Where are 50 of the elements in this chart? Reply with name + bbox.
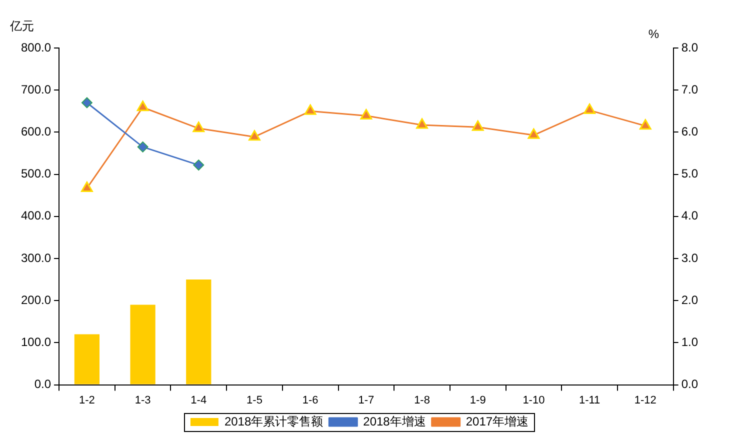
y2-tick-label: 1.0: [681, 335, 698, 350]
point: [304, 104, 316, 115]
y2-axis-title: %: [648, 27, 660, 41]
y-tick-label: 600.0: [21, 124, 52, 139]
y2-tick-label: 5.0: [681, 166, 698, 181]
point: [360, 109, 372, 120]
point: [639, 119, 652, 130]
y-tick-label: 0.0: [34, 377, 52, 392]
y-tick-label: 300.0: [21, 250, 52, 265]
bar: [186, 280, 212, 384]
y-tick-label: 400.0: [21, 208, 52, 223]
bar: [130, 304, 156, 384]
x-tick-label: 1-10: [522, 394, 545, 406]
point: [472, 120, 484, 131]
x-tick-label: 1-8: [414, 394, 430, 406]
x-tick-label: 1-4: [190, 394, 207, 406]
y2-tick-label: 6.0: [681, 124, 698, 139]
y2-tick-label: 8.0: [681, 40, 698, 54]
y2-tick-label: 0.0: [681, 377, 698, 392]
y2-tick-label: 7.0: [681, 82, 698, 96]
bar: [74, 334, 100, 384]
y2-tick-label: 2.0: [681, 292, 698, 307]
y-tick-label: 800.0: [21, 40, 52, 54]
point: [248, 130, 260, 141]
point: [528, 128, 540, 139]
y-axis-title: 亿元: [9, 19, 34, 33]
y-tick-label: 200.0: [21, 292, 52, 307]
y2-tick-label: 4.0: [681, 208, 698, 223]
x-tick-label: 1-9: [470, 394, 486, 406]
x-tick-label: 1-6: [302, 394, 318, 406]
point: [81, 181, 93, 192]
legend-label: 2018年增速: [363, 414, 426, 428]
y-tick-label: 100.0: [21, 335, 52, 350]
y-tick-label: 500.0: [21, 166, 52, 181]
point: [136, 100, 149, 112]
x-tick-label: 1-2: [79, 394, 95, 406]
point: [81, 97, 92, 108]
x-tick-label: 1-5: [246, 394, 262, 406]
x-tick-label: 1-12: [634, 394, 656, 406]
y-tick-label: 700.0: [21, 82, 52, 96]
legend-label: 2017年增速: [466, 414, 529, 428]
point: [192, 122, 205, 132]
legend-label: 2018年累计零售额: [224, 414, 324, 428]
x-tick-label: 1-7: [358, 394, 374, 406]
x-tick-label: 1-3: [134, 394, 151, 406]
y2-tick-label: 3.0: [681, 250, 698, 265]
point: [416, 118, 428, 129]
x-tick-label: 1-11: [578, 394, 600, 406]
point: [584, 104, 596, 114]
point: [137, 141, 148, 152]
